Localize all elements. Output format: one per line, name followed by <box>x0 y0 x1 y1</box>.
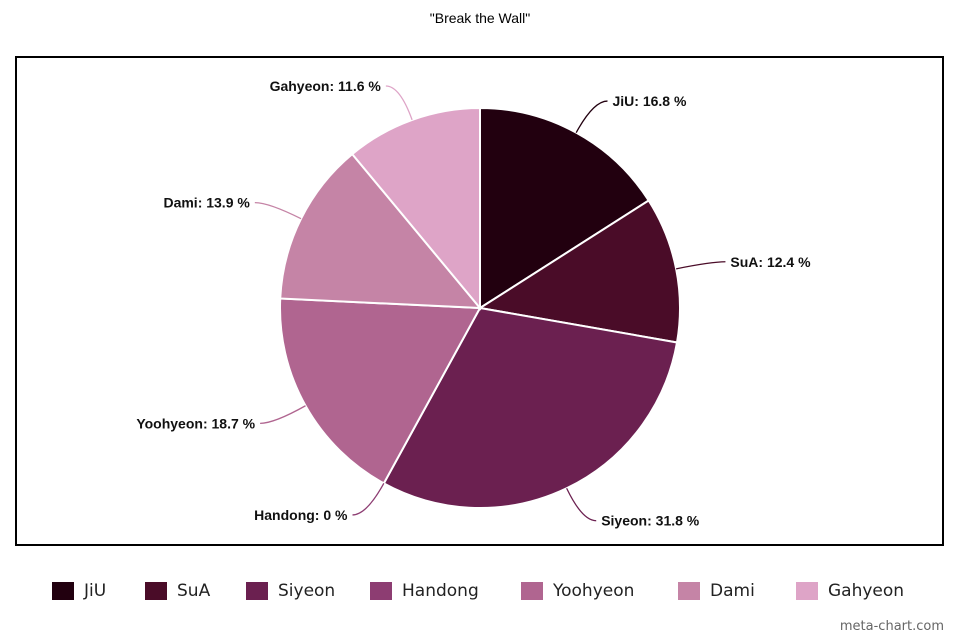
legend-item-gahyeon[interactable]: Gahyeon <box>796 579 904 603</box>
pie-slices <box>279 106 681 509</box>
slice-label-gahyeon: Gahyeon: 11.6 % <box>270 78 382 94</box>
leader-line-dami <box>254 201 302 220</box>
legend-item-sua[interactable]: SuA <box>145 579 210 603</box>
leader-line-sua <box>676 261 726 270</box>
slice-label-sua: SuA: 12.4 % <box>730 254 811 270</box>
legend-label-dami: Dami <box>710 581 755 601</box>
leader-line-gahyeon <box>385 85 413 121</box>
slice-label-dami: Dami: 13.9 % <box>163 195 250 211</box>
leader-line-siyeon <box>566 487 597 522</box>
legend-label-yoohyeon: Yoohyeon <box>553 581 635 601</box>
slice-label-siyeon: Siyeon: 31.8 % <box>601 513 700 529</box>
slice-labels: JiU: 16.8 % SuA: 12.4 % Siyeon: 31.8 % Hand… <box>136 78 811 529</box>
leader-line-jiu <box>575 100 608 133</box>
slice-dami[interactable] <box>279 152 483 310</box>
legend-label-sua: SuA <box>177 581 211 601</box>
legend-label-handong: Handong <box>402 581 479 601</box>
legend-swatch-handong <box>370 582 392 600</box>
slice-label-jiu: JiU: 16.8 % <box>612 93 686 109</box>
slice-gahyeon[interactable] <box>350 106 481 311</box>
slice-label-handong: Handong: 0 % <box>254 507 348 523</box>
legend-swatch-dami <box>678 582 700 600</box>
legend-swatch-siyeon <box>246 582 268 600</box>
slice-siyeon[interactable] <box>382 306 679 509</box>
legend-label-gahyeon: Gahyeon <box>828 581 905 601</box>
legend-item-siyeon[interactable]: Siyeon <box>246 579 335 603</box>
leader-lines <box>254 85 726 522</box>
plot-frame <box>15 56 944 546</box>
legend-label-siyeon: Siyeon <box>278 581 336 601</box>
slice-yoohyeon[interactable] <box>279 297 482 485</box>
watermark: meta-chart.com <box>839 619 944 634</box>
slice-sua[interactable] <box>477 199 681 344</box>
legend-label-jiu: JiU <box>84 581 107 601</box>
leader-line-handong <box>352 483 385 516</box>
legend-item-dami[interactable]: Dami <box>678 579 755 603</box>
legend-swatch-gahyeon <box>796 582 818 600</box>
legend-item-handong[interactable]: Handong <box>370 579 479 603</box>
slice-jiu[interactable] <box>479 106 651 310</box>
leader-line-yoohyeon <box>260 405 306 424</box>
legend-swatch-sua <box>145 582 167 600</box>
legend-item-jiu[interactable]: JiU <box>52 579 106 603</box>
legend-item-yoohyeon[interactable]: Yoohyeon <box>521 579 634 603</box>
slice-label-yoohyeon: Yoohyeon: 18.7 % <box>136 415 255 431</box>
chart-title: "Break the Wall" <box>429 10 531 26</box>
legend-swatch-jiu <box>52 582 74 600</box>
legend: JiU SuA Siyeon Handong Yoohyeon Dami Gahyeon <box>0 579 960 603</box>
legend-swatch-yoohyeon <box>521 582 543 600</box>
